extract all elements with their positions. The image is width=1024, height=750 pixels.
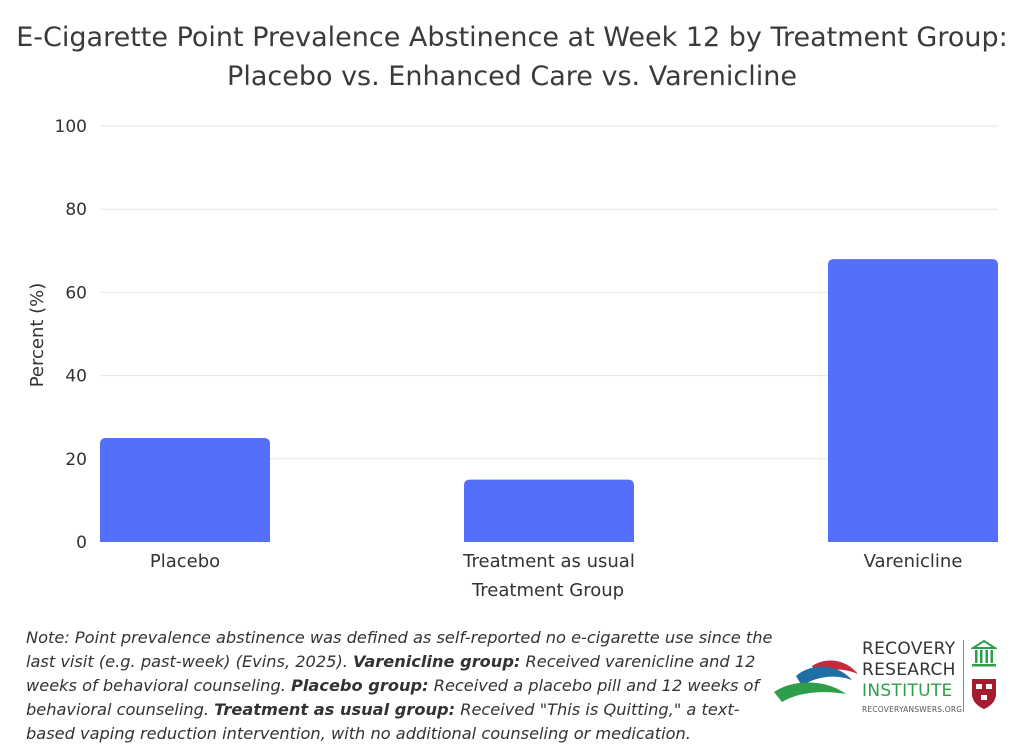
bar-treatment-as-usual — [464, 479, 634, 542]
bar-varenicline — [828, 259, 998, 542]
recovery-research-institute-logo: RECOVERY RESEARCH INSTITUTE RECOVERYANSW… — [772, 638, 1012, 722]
swoosh-icon — [774, 660, 858, 702]
x-category-label: Varenicline — [864, 551, 963, 572]
note-tau-label: Treatment as usual group: — [214, 700, 456, 719]
y-tick-label: 60 — [65, 283, 87, 303]
note-tau-text: Received "This is Quitting," a text-base… — [26, 700, 740, 743]
logo-divider — [963, 640, 964, 712]
chart-title-line-2: Placebo vs. Enhanced Care vs. Vareniclin… — [227, 61, 797, 92]
bar-placebo — [100, 438, 270, 542]
logo-text-institute: INSTITUTE — [862, 681, 953, 701]
note-placebo-label: Placebo group: — [291, 676, 429, 695]
x-category-label: Placebo — [150, 551, 220, 572]
note-placebo-text: Received a placebo pill and 12 weeks of … — [26, 676, 760, 719]
logo-url: RECOVERYANSWERS.ORG — [862, 705, 963, 714]
chart-footnote: Note: Point prevalence abstinence was de… — [26, 626, 786, 746]
bar-chart: 0 20 40 60 80 100 Placebo Treatment as usual Va… — [27, 117, 998, 601]
bars — [100, 259, 998, 542]
chart-title-line-1: E-Cigarette Point Prevalence Abstinence … — [16, 22, 1008, 53]
x-category-label: Treatment as usual — [462, 551, 635, 572]
note-varenicline-text: Received varenicline and 12 weeks of beh… — [26, 652, 756, 695]
logo-text-research: RESEARCH — [862, 660, 956, 680]
y-tick-label: 100 — [55, 117, 87, 137]
harvard-shield-icon — [972, 679, 996, 709]
logo-text-recovery: RECOVERY — [862, 639, 956, 659]
columns-icon — [971, 640, 997, 667]
y-tick-label: 20 — [65, 450, 87, 470]
y-tick-label: 80 — [65, 200, 87, 220]
note-varenicline-label: Varenicline group: — [353, 652, 521, 671]
x-axis-categories: Placebo Treatment as usual Varenicline — [150, 551, 963, 572]
y-tick-label: 0 — [76, 533, 87, 553]
note-intro: Note: Point prevalence abstinence was de… — [26, 628, 773, 671]
chart-title: E-Cigarette Point Prevalence Abstinence … — [0, 18, 1024, 96]
x-axis-title: Treatment Group — [471, 580, 624, 601]
y-axis-title: Percent (%) — [27, 283, 48, 388]
y-axis-ticks: 0 20 40 60 80 100 — [55, 117, 87, 553]
y-tick-label: 40 — [65, 367, 87, 387]
